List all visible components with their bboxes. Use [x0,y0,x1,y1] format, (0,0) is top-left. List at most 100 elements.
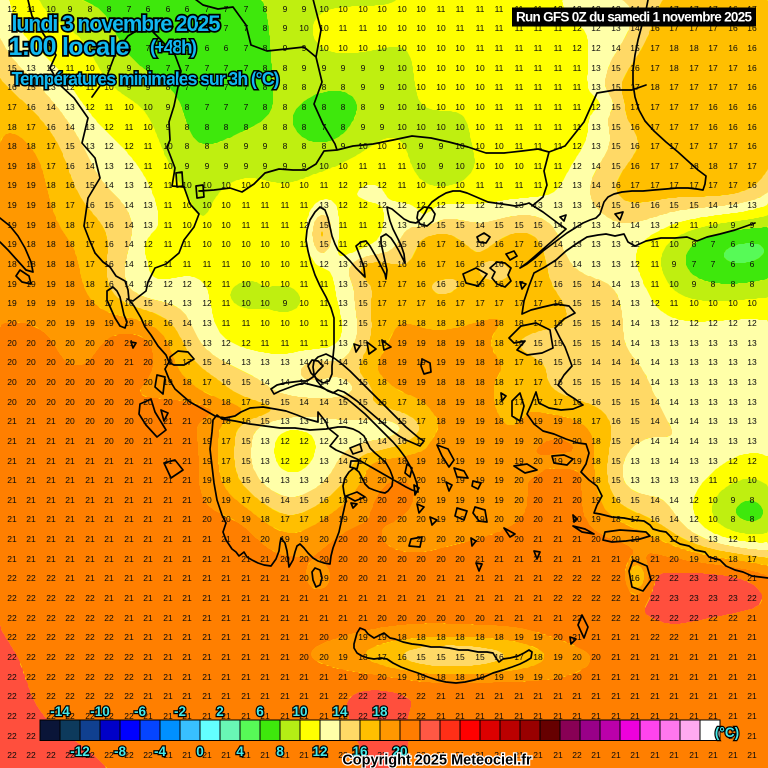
svg-text:10: 10 [397,4,407,14]
svg-text:12: 12 [747,318,757,328]
svg-text:21: 21 [669,711,679,721]
svg-text:11: 11 [261,220,270,230]
svg-text:4: 4 [236,744,244,759]
svg-text:11: 11 [47,23,56,33]
svg-text:20: 20 [553,672,563,682]
svg-text:8: 8 [205,141,210,151]
svg-text:21: 21 [630,672,640,682]
svg-text:18: 18 [436,338,446,348]
svg-text:21: 21 [689,711,699,721]
svg-text:16: 16 [455,239,465,249]
svg-text:23: 23 [689,573,699,583]
svg-text:10: 10 [436,23,446,33]
svg-text:21: 21 [728,711,738,721]
svg-text:11: 11 [515,23,524,33]
svg-text:-6: -6 [134,704,146,719]
svg-text:21: 21 [514,750,524,760]
svg-text:-10: -10 [90,704,110,719]
svg-text:lundi 3 novembre 2025: lundi 3 novembre 2025 [12,11,221,36]
svg-text:13: 13 [85,122,95,132]
svg-text:20: 20 [553,436,563,446]
svg-text:20: 20 [436,534,446,544]
svg-text:19: 19 [514,456,524,466]
svg-text:19: 19 [46,298,56,308]
svg-text:17: 17 [708,180,718,190]
svg-text:22: 22 [572,593,582,603]
svg-text:14: 14 [260,475,270,485]
svg-text:18: 18 [377,357,387,367]
svg-text:21: 21 [46,554,56,564]
svg-text:13: 13 [669,338,679,348]
svg-text:21: 21 [182,750,192,760]
svg-text:16: 16 [397,436,407,446]
svg-text:16: 16 [475,279,485,289]
svg-text:10: 10 [280,239,290,249]
svg-text:20: 20 [338,534,348,544]
svg-text:11: 11 [651,259,660,269]
svg-text:20: 20 [299,554,309,564]
svg-text:16: 16 [319,495,329,505]
svg-text:17: 17 [708,43,718,53]
svg-text:13: 13 [728,338,738,348]
svg-text:21: 21 [747,731,757,741]
svg-text:7: 7 [146,43,151,53]
svg-text:22: 22 [338,711,348,721]
svg-text:18: 18 [338,495,348,505]
svg-text:13: 13 [124,180,134,190]
svg-text:19: 19 [553,652,563,662]
svg-text:21: 21 [46,495,56,505]
svg-text:13: 13 [591,141,601,151]
svg-text:15: 15 [358,338,368,348]
svg-text:18: 18 [377,456,387,466]
svg-text:19: 19 [7,200,17,210]
svg-text:21: 21 [455,593,465,603]
svg-text:15: 15 [455,220,465,230]
svg-text:7: 7 [205,102,210,112]
svg-text:21: 21 [669,750,679,760]
svg-text:10: 10 [338,4,348,14]
svg-text:16: 16 [494,259,504,269]
svg-text:17: 17 [669,534,679,544]
svg-text:17: 17 [475,298,485,308]
svg-text:11: 11 [320,279,329,289]
svg-text:14: 14 [669,514,679,524]
svg-text:8: 8 [283,141,288,151]
svg-text:14: 14 [124,279,134,289]
svg-text:19: 19 [708,554,718,564]
svg-text:21: 21 [280,711,290,721]
svg-text:12: 12 [280,436,290,446]
svg-text:21: 21 [143,495,153,505]
svg-text:19: 19 [416,377,426,387]
svg-text:21: 21 [241,554,251,564]
svg-text:21: 21 [104,534,114,544]
svg-text:21: 21 [163,613,173,623]
svg-text:13: 13 [708,377,718,387]
svg-text:18: 18 [650,82,660,92]
svg-text:17: 17 [85,220,95,230]
svg-text:15: 15 [689,534,699,544]
svg-text:13: 13 [708,436,718,446]
svg-text:14: 14 [669,436,679,446]
svg-text:10: 10 [85,43,95,53]
svg-text:20: 20 [65,357,75,367]
svg-text:11: 11 [573,82,582,92]
svg-text:18: 18 [436,456,446,466]
svg-text:21: 21 [553,475,563,485]
svg-text:9: 9 [244,141,249,151]
svg-text:20: 20 [416,613,426,623]
svg-text:14: 14 [669,495,679,505]
svg-text:21: 21 [26,514,36,524]
svg-text:11: 11 [495,122,504,132]
svg-text:11: 11 [534,82,543,92]
svg-text:19: 19 [85,318,95,328]
svg-text:21: 21 [280,672,290,682]
svg-text:10: 10 [319,43,329,53]
svg-text:11: 11 [281,220,290,230]
svg-text:19: 19 [7,239,17,249]
svg-text:14: 14 [650,377,660,387]
svg-text:21: 21 [728,632,738,642]
svg-text:18: 18 [514,416,524,426]
svg-text:22: 22 [65,691,75,701]
svg-text:15: 15 [611,63,621,73]
svg-text:14: 14 [689,436,699,446]
